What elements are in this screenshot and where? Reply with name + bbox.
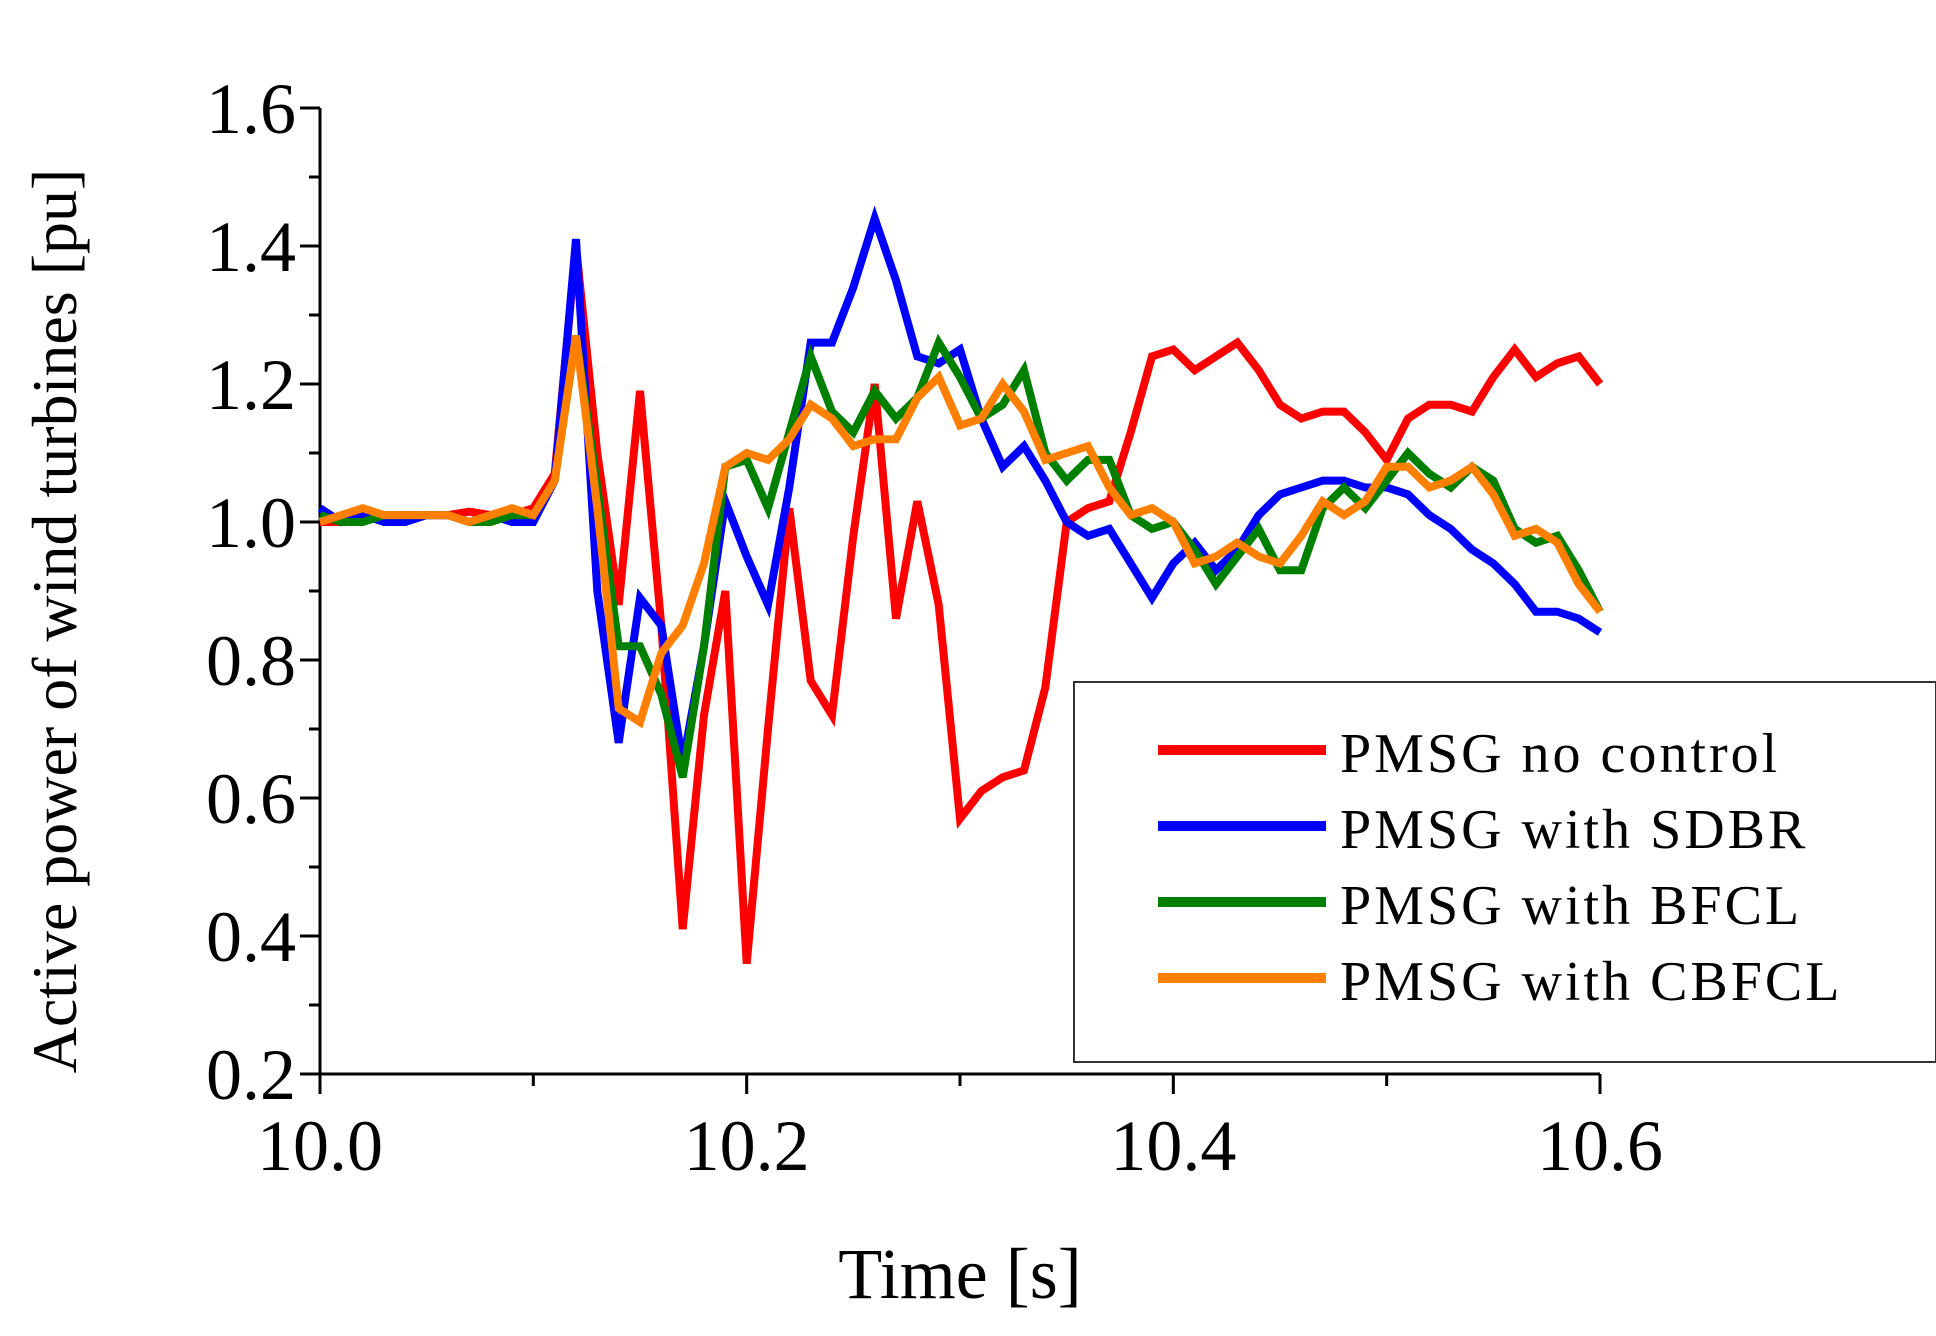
y-tick-label: 1.0 bbox=[206, 483, 296, 563]
x-tick-label: 10.6 bbox=[1537, 1106, 1663, 1186]
legend-label-4: PMSG with CBFCL bbox=[1340, 951, 1843, 1013]
legend: PMSG no control PMSG with SDBR PMSG with B… bbox=[1073, 681, 1936, 1063]
y-tick-label: 1.6 bbox=[206, 69, 296, 149]
x-tick-label: 10.2 bbox=[684, 1106, 810, 1186]
x-tick-label: 10.4 bbox=[1110, 1106, 1236, 1186]
tick-labels: 0.2 0.4 0.6 0.8 1.0 1.2 1.4 1.6 10.0 10.2 10.4 10.6 bbox=[206, 69, 1663, 1186]
x-tick-label: 10.0 bbox=[257, 1106, 383, 1186]
legend-label-3: PMSG with BFCL bbox=[1340, 875, 1802, 937]
y-tick-label: 0.2 bbox=[206, 1035, 296, 1115]
series-line-2 bbox=[317, 205, 1603, 765]
y-tick-label: 0.6 bbox=[206, 759, 296, 839]
y-axis-label: Active power of wind turbines [pu] bbox=[19, 169, 90, 1074]
y-tick-label: 0.8 bbox=[206, 621, 296, 701]
series-group bbox=[317, 205, 1604, 964]
y-tick-label: 1.2 bbox=[206, 345, 296, 425]
y-tick-label: 0.4 bbox=[206, 897, 296, 977]
axes bbox=[300, 106, 1602, 1094]
y-tick-label: 1.4 bbox=[206, 207, 296, 287]
legend-label-2: PMSG with SDBR bbox=[1340, 799, 1808, 861]
legend-label-1: PMSG no control bbox=[1340, 723, 1780, 785]
series-line-4 bbox=[318, 335, 1604, 729]
x-axis-label: Time [s] bbox=[838, 1234, 1081, 1314]
